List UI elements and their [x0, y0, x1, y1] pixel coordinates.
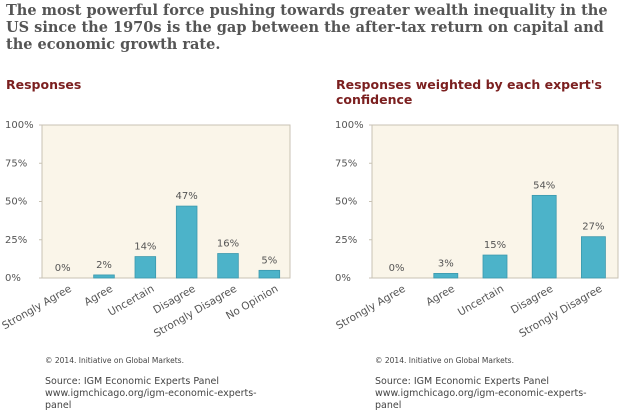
- y-tick-label: 0%: [5, 273, 21, 284]
- bar: [433, 273, 459, 279]
- data-label: 54%: [533, 180, 555, 191]
- source: Source: IGM Economic Experts Panel: [375, 376, 549, 387]
- x-tick-label: Agree: [82, 283, 115, 309]
- bar: [258, 269, 281, 279]
- y-tick-label: 25%: [5, 235, 27, 246]
- bar: [217, 253, 239, 279]
- plot-area: [41, 124, 291, 279]
- y-tick-label: 100%: [335, 120, 364, 131]
- data-label: 16%: [217, 239, 239, 250]
- data-label: 47%: [176, 191, 198, 202]
- x-tick-label: Strongly Agree: [0, 283, 73, 332]
- x-tick-label: Uncertain: [456, 283, 506, 319]
- y-tick-label: 50%: [335, 197, 357, 208]
- y-tick-label: 0%: [335, 273, 351, 284]
- data-label: 0%: [55, 263, 71, 274]
- data-label: 2%: [96, 260, 112, 271]
- y-tick-label: 50%: [5, 197, 27, 208]
- bar: [581, 236, 606, 279]
- bar: [175, 205, 198, 279]
- page-title: The most powerful force pushing towards …: [6, 2, 608, 53]
- data-label: 14%: [134, 242, 156, 253]
- chart-title: Responses: [6, 77, 82, 92]
- x-tick-label: Uncertain: [106, 283, 156, 319]
- data-label: 3%: [438, 258, 454, 269]
- footer: © 2014. Initiative on Global Markets. So…: [45, 355, 290, 412]
- bar: [134, 256, 157, 279]
- x-tick-label: Strongly Agree: [334, 283, 407, 332]
- y-tick-label: 100%: [5, 120, 34, 131]
- copyright: © 2014. Initiative on Global Markets.: [375, 356, 514, 365]
- source-url: www.igmchicago.org/igm-economic-experts-…: [375, 388, 587, 411]
- copyright: © 2014. Initiative on Global Markets.: [45, 356, 184, 365]
- plot-area: [371, 124, 619, 279]
- chart-title: Responses weighted by each expert's conf…: [336, 77, 602, 107]
- footer: © 2014. Initiative on Global Markets. So…: [375, 355, 620, 412]
- y-tick-label: 75%: [335, 158, 357, 169]
- source-url: www.igmchicago.org/igm-economic-experts-…: [45, 388, 257, 411]
- y-tick-label: 25%: [335, 235, 357, 246]
- source: Source: IGM Economic Experts Panel: [45, 376, 219, 387]
- bar: [531, 194, 557, 279]
- bar: [482, 254, 508, 279]
- x-tick-label: Agree: [424, 283, 457, 309]
- x-tick-label: Strongly Disagree: [517, 283, 604, 340]
- data-label: 27%: [582, 222, 604, 233]
- y-tick-label: 75%: [5, 158, 27, 169]
- data-label: 5%: [261, 255, 277, 266]
- data-label: 0%: [389, 263, 405, 274]
- bar: [93, 274, 115, 279]
- data-label: 15%: [484, 240, 506, 251]
